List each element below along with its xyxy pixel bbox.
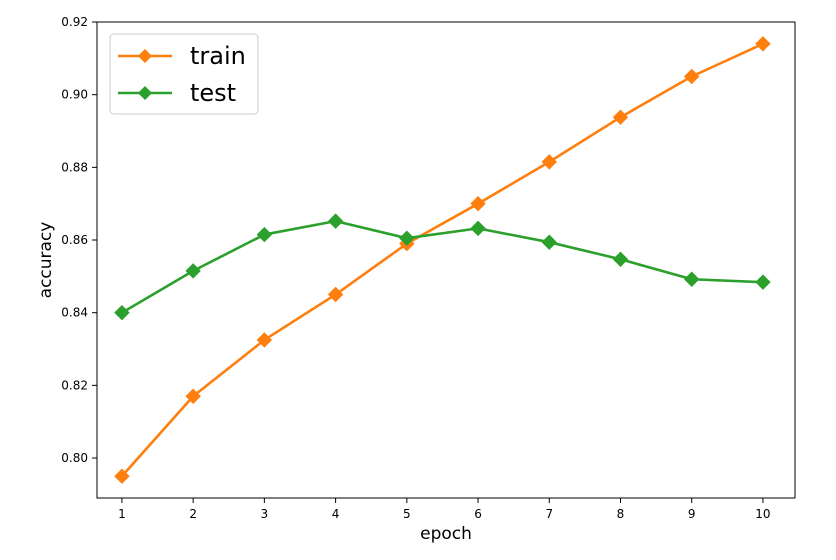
y-tick-label: 0.86 xyxy=(61,233,88,247)
y-tick-label: 0.80 xyxy=(61,451,88,465)
test-point xyxy=(541,234,557,250)
train-point xyxy=(114,468,130,484)
y-axis-label: accuracy xyxy=(36,222,56,299)
train-point xyxy=(755,36,771,52)
test-point xyxy=(470,220,486,237)
test-point xyxy=(185,263,201,279)
y-tick-label: 0.92 xyxy=(61,15,88,29)
test-point xyxy=(327,213,344,229)
x-tick-label: 2 xyxy=(189,507,197,521)
train-point xyxy=(327,286,344,303)
train-point xyxy=(185,388,201,404)
y-tick-label: 0.82 xyxy=(61,378,88,392)
legend-marker-test xyxy=(138,86,152,100)
series-test xyxy=(114,213,771,321)
x-tick-label: 4 xyxy=(332,507,340,521)
series-layer xyxy=(114,36,771,484)
test-point xyxy=(256,226,273,243)
train-line xyxy=(120,42,764,478)
test-point xyxy=(399,230,415,246)
train-point xyxy=(256,332,273,348)
x-tick-label: 7 xyxy=(545,507,553,521)
train-point xyxy=(541,154,557,170)
legend-label-train: train xyxy=(190,42,246,70)
y-tick-label: 0.90 xyxy=(61,88,88,102)
legend-label-test: test xyxy=(190,79,236,107)
x-tick-label: 3 xyxy=(261,507,269,521)
x-axis-label: epoch xyxy=(420,524,472,544)
x-tick-label: 6 xyxy=(474,507,482,521)
test-point xyxy=(114,304,130,321)
x-tick-label: 9 xyxy=(688,507,696,521)
x-tick-label: 8 xyxy=(617,507,625,521)
legend-marker-train xyxy=(138,49,152,63)
y-tick-label: 0.84 xyxy=(61,306,88,320)
legend: train test xyxy=(109,33,259,115)
test-point xyxy=(684,271,700,287)
test-point xyxy=(612,251,629,267)
train-point xyxy=(470,195,486,212)
x-tick-label: 10 xyxy=(755,507,770,521)
x-tick-label: 1 xyxy=(118,507,126,521)
plot-frame xyxy=(96,21,796,499)
train-point xyxy=(684,68,700,85)
test-point xyxy=(755,274,771,290)
test-line xyxy=(121,219,764,314)
train-point xyxy=(612,109,629,125)
axes: 1 2 3 4 5 6 7 8 9 10 0.80 0.82 0.84 0.86 0.88 0.90 0.92 xyxy=(61,15,796,521)
y-tick-label: 0.88 xyxy=(61,160,88,174)
x-tick-label: 5 xyxy=(403,507,411,521)
